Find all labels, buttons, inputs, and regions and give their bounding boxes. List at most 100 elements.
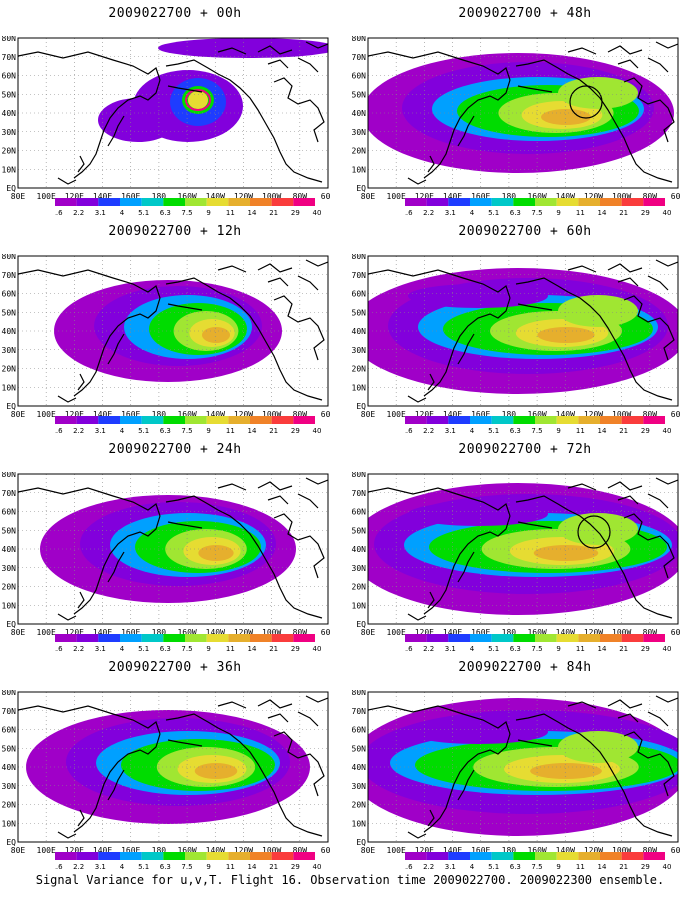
lat-label: 10N <box>2 383 17 392</box>
color-legend: 1.6 2.2 3.1 4 5.1 6.3 7.5 9 11 14 21 29 40 <box>55 198 322 217</box>
lon-label: 80E <box>361 846 376 855</box>
lon-label: 160W <box>527 628 546 637</box>
legend-label: 14 <box>598 645 607 653</box>
lon-label: 140W <box>206 628 225 637</box>
legend-swatch <box>491 852 514 860</box>
legend-label: 40 <box>313 863 322 871</box>
legend-swatch <box>448 634 470 642</box>
legend-swatch <box>470 198 492 206</box>
coastline <box>167 739 203 747</box>
lat-label: 40N <box>352 545 367 554</box>
legend-label: 1.6 <box>55 427 63 435</box>
lat-label: EQ <box>6 184 16 193</box>
coastline <box>305 259 328 267</box>
legend-swatch <box>163 634 185 642</box>
lon-label: 160W <box>177 410 196 419</box>
legend-label: 40 <box>313 645 322 653</box>
coastline <box>407 591 435 621</box>
variance-contour <box>558 513 638 545</box>
coastline <box>167 85 203 93</box>
legend-label: 1.6 <box>405 209 413 217</box>
legend-swatch <box>426 852 449 860</box>
lat-label: 80N <box>352 36 367 43</box>
lat-label: 70N <box>2 271 17 280</box>
lat-label: 40N <box>2 545 17 554</box>
coastline <box>165 495 323 619</box>
lon-label: 80E <box>361 410 376 419</box>
legend-label: 3.1 <box>95 645 106 653</box>
legend-swatch <box>426 416 449 424</box>
coastline <box>457 333 475 365</box>
lon-label: 140E <box>443 410 462 419</box>
coastline <box>107 115 125 147</box>
legend-swatch <box>76 416 99 424</box>
lon-label: 140E <box>443 628 462 637</box>
color-legend: 1.6 2.2 3.1 4 5.1 6.3 7.5 9 11 14 21 29 40 <box>405 852 672 871</box>
lon-label: 120W <box>234 192 253 201</box>
map-frame <box>17 37 329 189</box>
legend-label: 4 <box>120 645 125 653</box>
legend-swatch <box>491 634 514 642</box>
panel-title: 2009022700 + 48h <box>458 6 592 21</box>
coastline <box>18 487 161 517</box>
lon-label: 60W <box>671 410 680 419</box>
coastline <box>217 45 319 73</box>
legend-label: 40 <box>313 209 322 217</box>
lon-label: 80W <box>643 410 658 419</box>
legend-label: 40 <box>663 863 672 871</box>
legend-swatch <box>470 416 492 424</box>
lat-label: 50N <box>352 308 367 317</box>
lon-label: 120E <box>415 628 434 637</box>
lat-label: 50N <box>352 90 367 99</box>
legend-label: 1.6 <box>55 209 63 217</box>
lon-label: 60W <box>321 192 330 201</box>
legend-swatch <box>556 416 579 424</box>
lat-label: 20N <box>2 365 17 374</box>
legend-swatch <box>55 198 77 206</box>
lat-label: 70N <box>2 53 17 62</box>
legend-swatch <box>271 634 294 642</box>
panel-title: 2009022700 + 60h <box>458 224 592 239</box>
lon-label: 100W <box>262 410 281 419</box>
legend-swatch <box>600 198 622 206</box>
legend-label: 40 <box>663 427 672 435</box>
coastline <box>567 45 669 73</box>
legend-label: 21 <box>269 645 278 653</box>
lat-label: EQ <box>356 184 366 193</box>
lat-label: 10N <box>352 601 367 610</box>
lat-label: 70N <box>2 489 17 498</box>
legend-label: 14 <box>248 209 257 217</box>
variance-contour <box>408 720 548 744</box>
coastline <box>368 487 511 517</box>
legend-label: 2.2 <box>423 427 434 435</box>
legend-swatch <box>206 416 229 424</box>
forecast-panel: 2009022700 + 60h 80N 70N 60N 50N 40N 30N 20N 10N… <box>350 218 700 443</box>
lon-label: 180 <box>152 410 167 419</box>
lat-label: 50N <box>2 526 17 535</box>
legend-swatch <box>578 634 600 642</box>
observation-track <box>185 89 211 111</box>
lon-label: 120W <box>584 628 603 637</box>
lon-label: 180 <box>152 846 167 855</box>
legend-swatch <box>206 852 229 860</box>
lon-label: 100E <box>37 192 56 201</box>
legend-label: 6.3 <box>510 427 521 435</box>
lat-label: 70N <box>352 271 367 280</box>
legend-swatch <box>185 634 207 642</box>
coastline <box>515 59 673 183</box>
coastline <box>423 733 511 833</box>
legend-swatch <box>405 198 427 206</box>
lon-label: 120E <box>65 410 84 419</box>
coastline <box>623 731 675 797</box>
coastline <box>567 263 669 291</box>
legend-label: 4 <box>470 645 475 653</box>
coastline <box>457 769 475 801</box>
lon-label: 160E <box>471 410 490 419</box>
legend-label: 29 <box>641 427 650 435</box>
lon-label: 140E <box>93 628 112 637</box>
legend-swatch <box>228 634 250 642</box>
legend-swatch <box>426 634 449 642</box>
legend-label: 9 <box>556 427 560 435</box>
coastline <box>217 263 319 291</box>
